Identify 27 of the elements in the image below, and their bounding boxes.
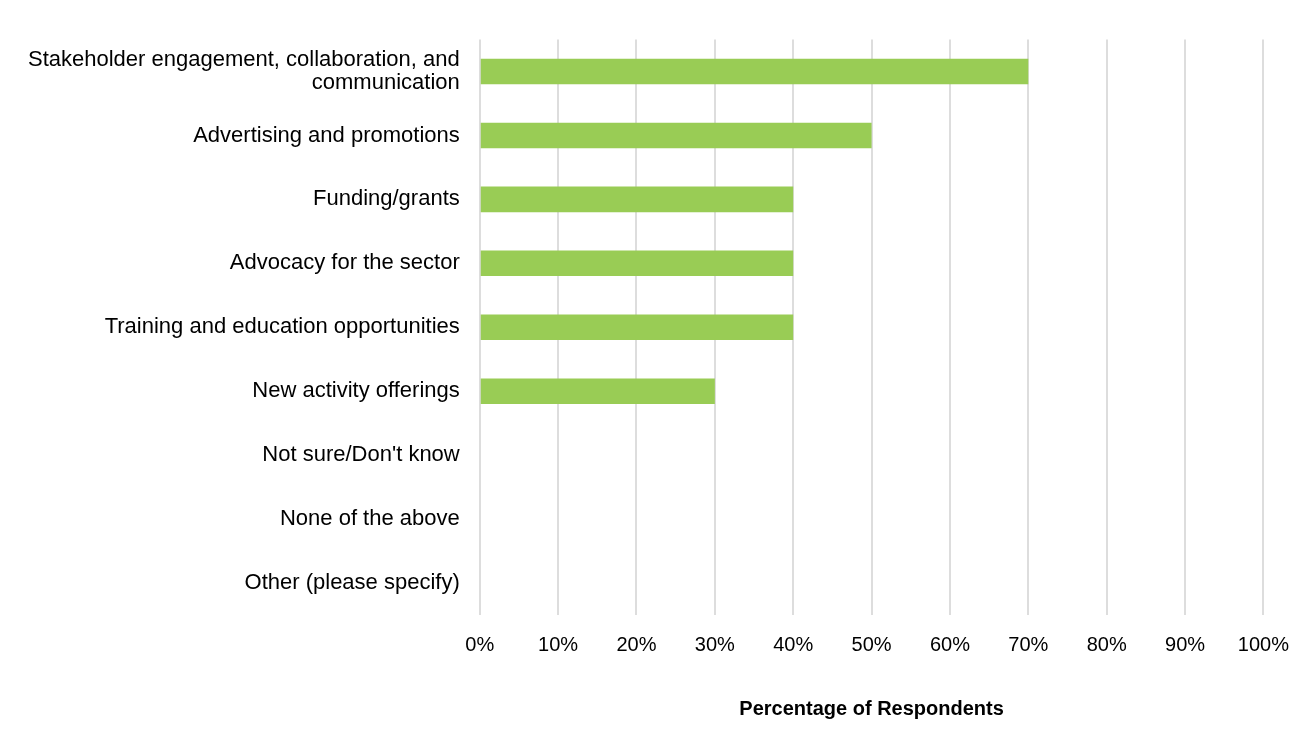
x-axis-title: Percentage of Respondents (739, 696, 1004, 719)
bar (480, 314, 794, 341)
x-tick-label: 40% (773, 632, 814, 655)
y-tick-label: Funding/grants (312, 185, 460, 211)
x-tick-label: 70% (1008, 632, 1049, 655)
x-tick-label: 50% (851, 632, 892, 655)
bar (480, 378, 715, 404)
bar (480, 250, 794, 277)
bar (480, 58, 1029, 85)
x-tick-label: 80% (1086, 632, 1127, 655)
x-tick-label: 60% (929, 632, 971, 655)
x-tick-label: 30% (694, 632, 736, 655)
bar (480, 186, 794, 213)
x-tick-label: 0% (465, 632, 495, 655)
x-tick-label: 100% (1237, 632, 1290, 655)
x-tick-label: 10% (538, 632, 579, 655)
y-tick-label: New activity offerings (252, 377, 460, 403)
y-tick-label: Advocacy for the sector (229, 249, 460, 275)
y-tick-label: Advertising and promotions (193, 121, 460, 147)
bar (480, 122, 872, 149)
x-tick-label: 90% (1165, 632, 1206, 655)
y-tick-label: Training and education opportunities (104, 313, 460, 339)
y-tick-label: None of the above (279, 505, 460, 531)
x-tick-label: 20% (616, 632, 657, 655)
y-tick-label: Not sure/Don't know (262, 441, 460, 467)
y-tick-label: Stakeholder engagement, collaboration, and communication (28, 46, 460, 95)
y-tick-label: Other (please specify) (244, 569, 460, 595)
